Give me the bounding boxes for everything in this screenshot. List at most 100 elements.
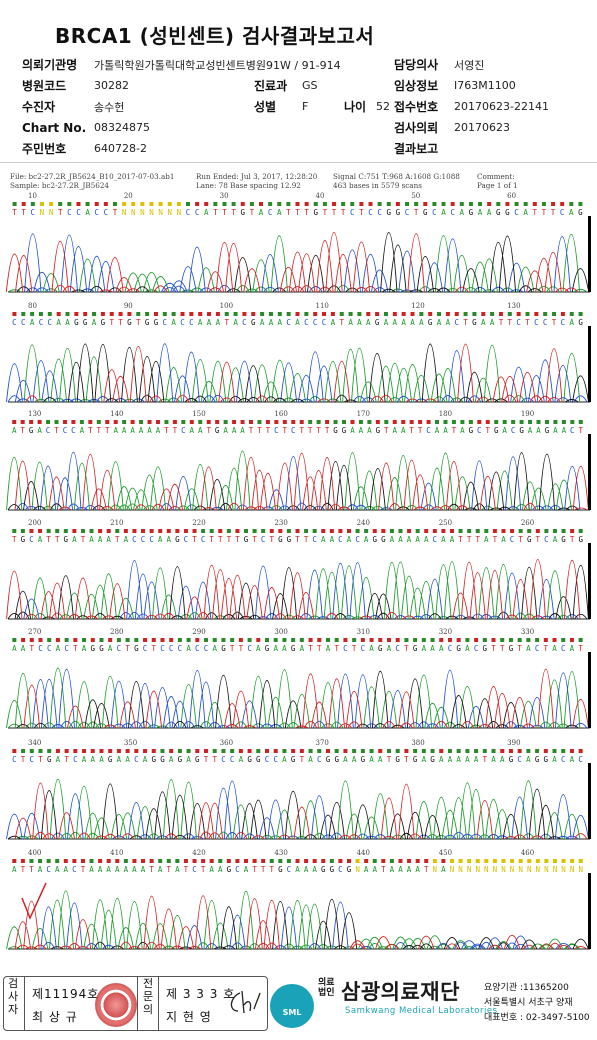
quality-marker	[158, 529, 163, 533]
quality-marker	[527, 529, 532, 533]
quality-marker	[535, 749, 540, 753]
chromatogram-row: 340 350 360 370 380 390 C T C T G A T C A A A G A A C A G G A G A G…	[0, 733, 597, 843]
examiner-label: 검사자	[7, 977, 19, 1016]
base-call: A	[523, 208, 528, 217]
base-call: A	[80, 426, 85, 435]
base-call: C	[242, 318, 247, 327]
base-call: T	[12, 208, 17, 217]
quality-marker	[535, 859, 540, 863]
quality-marker	[313, 312, 318, 316]
base-call: T	[269, 865, 274, 874]
position-tick-label: 430	[274, 849, 287, 857]
base-call: G	[64, 535, 69, 544]
base-call: N	[122, 208, 127, 217]
base-call: T	[73, 644, 78, 653]
quality-marker	[424, 529, 429, 533]
base-call: G	[376, 426, 381, 435]
base-call: T	[300, 755, 305, 764]
base-call: C	[477, 426, 482, 435]
quality-marker	[74, 312, 79, 316]
quality-marker	[204, 749, 209, 753]
quality-marker	[105, 420, 110, 424]
quality-marker	[55, 529, 60, 533]
base-call: C	[204, 644, 209, 653]
base-call: A	[441, 535, 446, 544]
quality-marker	[218, 859, 223, 863]
quality-marker	[12, 312, 17, 316]
quality-marker	[569, 749, 574, 753]
quality-marker	[286, 529, 291, 533]
quality-marker	[325, 420, 330, 424]
quality-marker	[321, 529, 326, 533]
base-call: C	[377, 208, 382, 217]
base-call: A	[169, 755, 174, 764]
base-call: C	[516, 318, 521, 327]
base-call: T	[105, 426, 110, 435]
base-call: N	[140, 208, 145, 217]
base-call: A	[209, 865, 214, 874]
base-call: A	[190, 426, 195, 435]
quality-marker	[98, 529, 103, 533]
quality-marker	[79, 420, 84, 424]
base-call: G	[145, 318, 150, 327]
base-call: T	[544, 644, 549, 653]
quality-marker	[58, 202, 63, 206]
quality-marker	[561, 529, 566, 533]
base-call: A	[113, 426, 118, 435]
quality-marker	[383, 312, 388, 316]
base-call: N	[510, 865, 515, 874]
base-call: A	[82, 755, 87, 764]
quality-marker	[181, 420, 186, 424]
trace-T-channel	[25, 343, 563, 403]
base-call: A	[343, 755, 348, 764]
base-call: A	[491, 755, 496, 764]
base-call: T	[88, 426, 93, 435]
base-call: T	[239, 644, 244, 653]
base-call: A	[387, 644, 392, 653]
base-call: C	[450, 208, 455, 217]
base-call: T	[81, 865, 86, 874]
trace-page: Page 1 of 1	[477, 181, 518, 190]
base-call: A	[441, 208, 446, 217]
base-call: G	[578, 535, 583, 544]
base-call: A	[487, 208, 492, 217]
panel-edge-marker	[588, 763, 591, 839]
base-call: T	[387, 755, 392, 764]
base-call: A	[244, 865, 249, 874]
quality-marker	[244, 529, 249, 533]
base-call: C	[355, 535, 360, 544]
trace-G-channel	[16, 232, 590, 293]
quality-marker	[238, 638, 243, 642]
quality-marker	[339, 312, 344, 316]
quality-marker	[189, 312, 194, 316]
quality-marker	[467, 859, 472, 863]
quality-marker	[418, 420, 423, 424]
quality-marker	[29, 859, 34, 863]
quality-marker	[192, 529, 197, 533]
quality-marker	[30, 202, 35, 206]
quality-marker	[125, 638, 130, 642]
base-call: T	[250, 208, 255, 217]
base-call: A	[460, 208, 465, 217]
base-call: T	[58, 208, 63, 217]
base-call: A	[501, 535, 506, 544]
base-call: G	[347, 865, 352, 874]
base-call: C	[230, 755, 235, 764]
base-call: C	[286, 318, 291, 327]
base-call: T	[500, 644, 505, 653]
base-call: A	[410, 318, 415, 327]
quality-marker	[99, 749, 104, 753]
quality-marker	[172, 420, 177, 424]
base-call: N	[40, 208, 45, 217]
quality-marker	[183, 859, 188, 863]
base-call: C	[12, 755, 17, 764]
quality-marker	[492, 529, 497, 533]
base-call: T	[252, 535, 257, 544]
quality-marker	[127, 312, 132, 316]
quality-marker	[149, 859, 154, 863]
quality-marker	[384, 420, 389, 424]
examiner-name: 최 상 규	[32, 1010, 78, 1024]
quality-marker	[467, 529, 472, 533]
base-call: G	[83, 318, 88, 327]
